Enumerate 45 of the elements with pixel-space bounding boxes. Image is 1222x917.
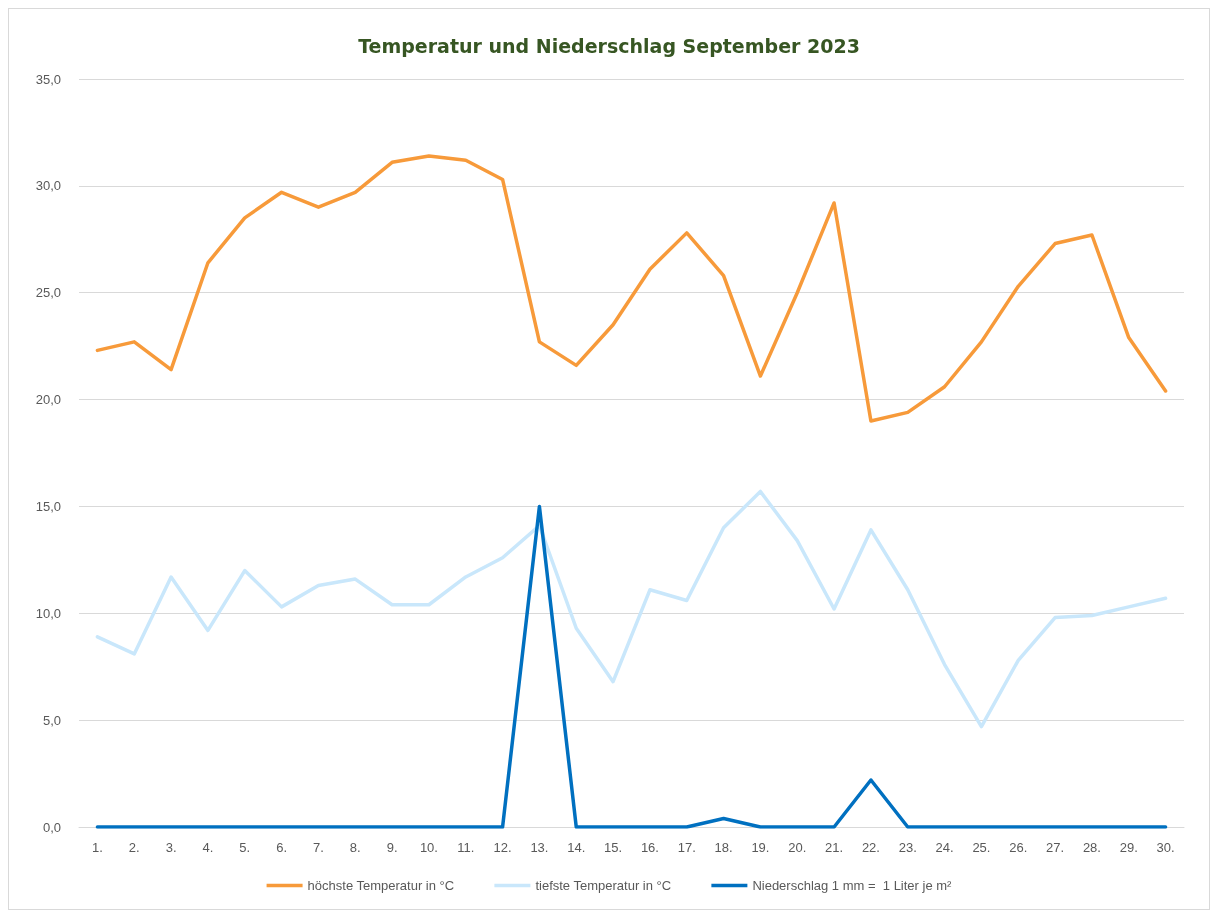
- x-tick-label: 29.: [1119, 840, 1138, 855]
- y-tick-label: 10,0: [35, 605, 61, 621]
- y-tick-label: 35,0: [35, 71, 61, 87]
- x-tick-label: 9.: [386, 840, 398, 855]
- x-tick-label: 5.: [239, 840, 251, 855]
- legend-label: tiefste Temperatur in °C: [535, 878, 672, 893]
- x-tick-label: 14.: [567, 840, 586, 855]
- x-tick-label: 18.: [714, 840, 733, 855]
- y-tick-label: 25,0: [35, 285, 61, 301]
- x-tick-label: 26.: [1009, 840, 1028, 855]
- x-tick-label: 17.: [677, 840, 696, 855]
- x-tick-label: 21.: [825, 840, 844, 855]
- line-series: [95, 489, 1168, 729]
- x-tick-label: 25.: [972, 840, 991, 855]
- y-tick-label: 5,0: [42, 712, 61, 728]
- line-series: [95, 154, 1168, 423]
- x-tick-label: 2.: [128, 840, 140, 855]
- chart-title: Temperatur und Niederschlag September 2023: [358, 34, 860, 57]
- y-tick-label: 20,0: [35, 392, 61, 408]
- line-series: [95, 504, 1168, 829]
- y-tick-label: 30,0: [35, 178, 61, 194]
- y-tick-label: 0,0: [42, 819, 61, 835]
- x-tick-label: 15.: [604, 840, 623, 855]
- x-tick-label: 3.: [165, 840, 177, 855]
- x-tick-label: 20.: [788, 840, 807, 855]
- x-tick-label: 4.: [202, 840, 214, 855]
- x-tick-label: 10.: [419, 840, 438, 855]
- x-tick-label: 27.: [1046, 840, 1065, 855]
- x-tick-label: 6.: [276, 840, 288, 855]
- x-tick-label: 12.: [493, 840, 512, 855]
- x-tick-label: 19.: [751, 840, 770, 855]
- x-tick-label: 22.: [861, 840, 880, 855]
- legend-label: höchste Temperatur in °C: [307, 878, 455, 893]
- x-tick-label: 16.: [640, 840, 659, 855]
- x-tick-label: 24.: [935, 840, 954, 855]
- y-tick-label: 15,0: [35, 498, 61, 514]
- x-tick-label: 11.: [457, 840, 475, 855]
- x-tick-label: 8.: [349, 840, 361, 855]
- x-tick-label: 23.: [898, 840, 917, 855]
- x-tick-label: 30.: [1156, 840, 1175, 855]
- x-tick-label: 1.: [91, 840, 103, 855]
- x-tick-label: 28.: [1082, 840, 1101, 855]
- legend-label: Niederschlag 1 mm = 1 Liter je m²: [752, 878, 953, 893]
- x-tick-label: 13.: [530, 840, 549, 855]
- x-tick-label: 7.: [312, 840, 324, 855]
